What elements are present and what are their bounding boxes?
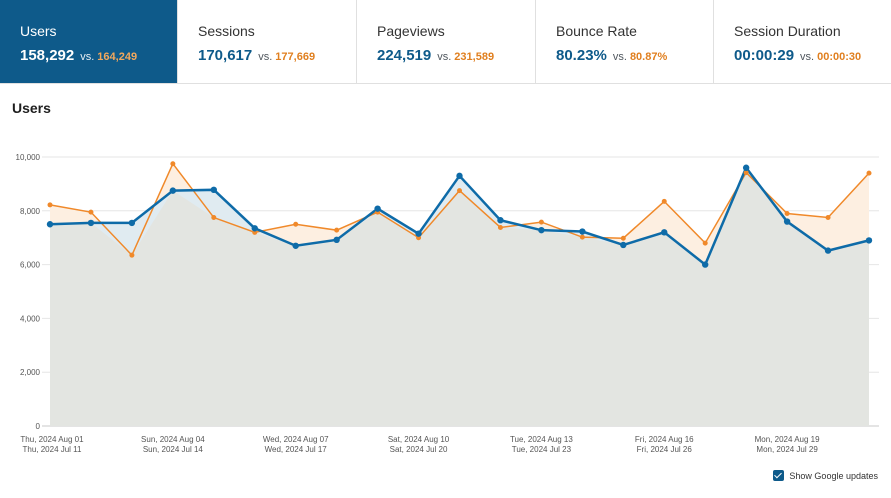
- current-series-point: [210, 186, 217, 194]
- current-series-point: [87, 219, 95, 227]
- current-series-point: [661, 229, 668, 236]
- current-series-point: [620, 241, 627, 249]
- tab-values: 80.23% vs. 80.87%: [556, 47, 713, 64]
- tab-compare-value: 164,249: [97, 51, 138, 63]
- tab-values: 00:00:29 vs. 00:00:30: [734, 47, 891, 64]
- tab-label: Users: [20, 23, 57, 39]
- current-series-point: [702, 261, 709, 268]
- y-tick-label: 10,000: [16, 153, 41, 162]
- compare-series-point: [129, 252, 135, 258]
- compare-series-point: [579, 234, 585, 240]
- current-series-point: [415, 230, 422, 237]
- tab-sessions[interactable]: Sessions 170,617 vs. 177,669: [178, 0, 357, 83]
- tab-label: Sessions: [198, 23, 255, 39]
- tab-users[interactable]: Users 158,292 vs. 164,249: [0, 0, 178, 83]
- x-tick-label-compare: Wed, 2024 Jul 17: [265, 445, 328, 454]
- x-tick-label-compare: Tue, 2024 Jul 23: [512, 445, 572, 454]
- tab-values: 224,519 vs. 231,589: [377, 47, 535, 64]
- show-google-updates-label: Show Google updates: [789, 470, 878, 481]
- current-series-point: [292, 242, 299, 249]
- tab-bounce-rate[interactable]: Bounce Rate 80.23% vs. 80.87%: [536, 0, 714, 83]
- x-tick-label: Fri, 2024 Aug 16: [635, 435, 694, 444]
- current-series-point: [783, 218, 791, 225]
- tab-value: 80.23%: [556, 47, 607, 64]
- tab-compare-value: 231,589: [454, 51, 495, 63]
- tab-label: Pageviews: [377, 23, 445, 39]
- tab-value: 170,617: [198, 47, 253, 64]
- compare-series-point: [497, 224, 503, 230]
- x-tick-label: Sat, 2024 Aug 10: [388, 435, 450, 444]
- y-tick-label: 8,000: [20, 207, 41, 216]
- tab-vs-text: vs.: [80, 51, 95, 63]
- tab-compare-value: 177,669: [275, 51, 316, 63]
- compare-series-point: [661, 198, 667, 204]
- tab-values: 170,617 vs. 177,669: [198, 47, 356, 64]
- current-series-point: [251, 225, 258, 232]
- users-line-chart: 0 2,000 4,000 6,000 8,000 10,000 Thu, 2024 Aug…: [16, 153, 879, 454]
- compare-series-point: [334, 227, 340, 233]
- x-tick-label: Mon, 2024 Aug 19: [755, 435, 820, 444]
- compare-series-point: [784, 210, 790, 216]
- current-series-point: [333, 236, 340, 244]
- current-series-point: [579, 228, 586, 235]
- metric-tabs: Users 158,292 vs. 164,249 Sessions 170,6…: [0, 0, 891, 84]
- current-series-point: [865, 237, 873, 244]
- current-series-point: [456, 172, 463, 180]
- tab-label: Session Duration: [734, 23, 841, 39]
- compare-series-point: [47, 202, 53, 208]
- tab-vs-text: vs.: [800, 51, 815, 63]
- x-tick-label: Thu, 2024 Aug 01: [20, 435, 84, 444]
- tab-vs-text: vs.: [258, 51, 273, 63]
- compare-series-point: [743, 170, 749, 176]
- y-tick-label: 0: [36, 422, 41, 431]
- current-series-point: [128, 219, 136, 227]
- tab-label: Bounce Rate: [556, 23, 637, 39]
- current-series-point: [169, 187, 177, 194]
- current-series-point: [46, 221, 54, 228]
- x-tick-label-compare: Sat, 2024 Jul 20: [390, 445, 448, 454]
- x-tick-label: Tue, 2024 Aug 13: [510, 435, 573, 444]
- compare-series-point: [702, 240, 708, 246]
- compare-series-point: [538, 219, 544, 225]
- current-series-point: [374, 205, 381, 212]
- compare-series-point: [866, 170, 872, 176]
- current-series-point: [538, 226, 545, 234]
- compare-series-point: [211, 215, 217, 221]
- x-tick-label-compare: Sun, 2024 Jul 14: [143, 445, 204, 454]
- tab-session-duration[interactable]: Session Duration 00:00:29 vs. 00:00:30: [714, 0, 891, 83]
- x-tick-label-compare: Thu, 2024 Jul 11: [22, 445, 82, 454]
- tab-value: 00:00:29: [734, 47, 795, 64]
- compare-series-point: [293, 221, 299, 227]
- current-series-point: [497, 217, 504, 224]
- x-tick-label: Sun, 2024 Aug 04: [141, 435, 205, 444]
- checkbox-checked-icon[interactable]: [773, 470, 785, 481]
- x-tick-label-compare: Fri, 2024 Jul 26: [637, 445, 693, 454]
- show-google-updates-toggle[interactable]: Show Google updates: [773, 470, 878, 481]
- y-tick-label: 2,000: [20, 368, 41, 377]
- tab-value: 158,292: [20, 47, 75, 64]
- x-tick-label: Wed, 2024 Aug 07: [263, 435, 329, 444]
- y-tick-label: 4,000: [20, 314, 41, 323]
- compare-series-point: [620, 235, 626, 241]
- tab-vs-text: vs.: [437, 51, 452, 63]
- tab-values: 158,292 vs. 164,249: [20, 47, 177, 64]
- compare-series-point: [170, 161, 176, 167]
- current-series-point: [824, 247, 832, 254]
- current-series-point: [742, 164, 750, 171]
- y-tick-label: 6,000: [20, 261, 41, 270]
- tab-pageviews[interactable]: Pageviews 224,519 vs. 231,589: [357, 0, 536, 83]
- compare-series-point: [825, 215, 831, 221]
- tab-value: 224,519: [377, 47, 432, 64]
- compare-series-point: [457, 188, 462, 194]
- tab-vs-text: vs.: [612, 51, 627, 63]
- overlap-area: [50, 172, 869, 426]
- tab-compare-value: 80.87%: [629, 51, 668, 63]
- chart-title: Users: [12, 100, 51, 116]
- x-tick-label-compare: Mon, 2024 Jul 29: [756, 445, 818, 454]
- tab-compare-value: 00:00:30: [817, 51, 862, 63]
- compare-series-point: [88, 209, 94, 215]
